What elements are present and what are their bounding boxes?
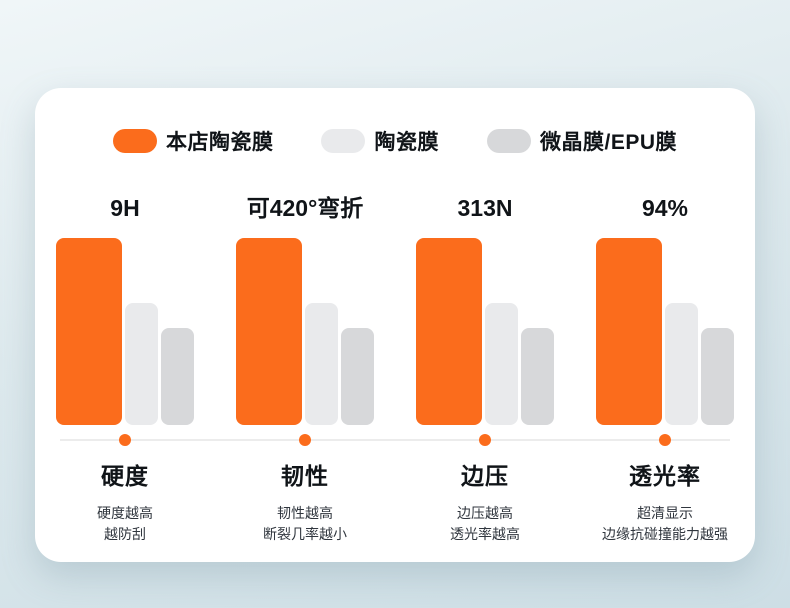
legend-item-microcrystal-epu-film: 微晶膜/EPU膜: [486, 126, 677, 156]
metric-group-hardness: 9H: [35, 194, 215, 425]
axis-dot-icon: [659, 434, 671, 446]
bar-store-ceramic-film: [236, 238, 302, 425]
caption-light-transmittance: 超清显示 边缘抗碰撞能力越强: [575, 503, 755, 545]
bar-ceramic-film: [125, 303, 158, 425]
axis-dot-icon: [479, 434, 491, 446]
axis-dot-cell: [395, 427, 575, 453]
caption-line: 超清显示: [637, 505, 693, 521]
category-label-edge-pressure: 边压: [461, 463, 509, 489]
axis-dots: [35, 427, 755, 453]
bar-ceramic-film: [485, 303, 518, 425]
bar-store-ceramic-film: [416, 238, 482, 425]
legend-swatch-orange-icon: [112, 129, 157, 153]
metric-group-edge-pressure: 313N: [395, 194, 575, 425]
legend-swatch-lightgray-icon: [321, 129, 366, 153]
legend-label-microcrystal-epu-film: 微晶膜/EPU膜: [539, 131, 677, 154]
category-labels: 硬度 韧性 边压 透光率: [35, 457, 755, 491]
bar-cluster-hardness: [56, 238, 194, 425]
axis-dot-cell: [215, 427, 395, 453]
caption-line: 越防刮: [104, 526, 146, 542]
category-label-toughness: 韧性: [281, 463, 329, 489]
caption-line: 硬度越高: [97, 505, 153, 521]
metric-value-hardness: 9H: [110, 195, 140, 221]
metric-value-toughness: 可420°弯折: [246, 195, 364, 221]
bar-microcrystal-epu-film: [161, 328, 194, 425]
legend-item-store-ceramic-film: 本店陶瓷膜: [112, 126, 274, 156]
bar-microcrystal-epu-film: [701, 328, 734, 425]
category-label-hardness: 硬度: [101, 463, 149, 489]
bar-store-ceramic-film: [56, 238, 122, 425]
bar-microcrystal-epu-film: [521, 328, 554, 425]
bar-cluster-edge-pressure: [416, 238, 554, 425]
caption-hardness: 硬度越高 越防刮: [35, 503, 215, 545]
caption-line: 边缘抗碰撞能力越强: [602, 526, 728, 542]
metric-value-edge-pressure: 313N: [457, 195, 513, 221]
bar-cluster-toughness: [236, 238, 374, 425]
legend-label-store-ceramic-film: 本店陶瓷膜: [165, 131, 274, 154]
caption-toughness: 韧性越高 断裂几率越小: [215, 503, 395, 545]
caption-line: 韧性越高: [277, 505, 333, 521]
metric-group-toughness: 可420°弯折: [215, 194, 395, 425]
caption-line: 透光率越高: [450, 526, 520, 542]
metric-group-light-transmittance: 94%: [575, 194, 755, 425]
axis-dot-cell: [35, 427, 215, 453]
bar-microcrystal-epu-film: [341, 328, 374, 425]
bar-cluster-light-transmittance: [596, 238, 734, 425]
bar-ceramic-film: [305, 303, 338, 425]
bar-store-ceramic-film: [596, 238, 662, 425]
axis-line: [60, 439, 730, 441]
caption-edge-pressure: 边压越高 透光率越高: [395, 503, 575, 545]
bar-chart: 9H 可420°弯折 313N 94%: [35, 194, 755, 425]
legend: 本店陶瓷膜 陶瓷膜 微晶膜/EPU膜: [35, 126, 755, 156]
caption-line: 边压越高: [457, 505, 513, 521]
axis-dot-cell: [575, 427, 755, 453]
axis-dot-icon: [299, 434, 311, 446]
comparison-card: 本店陶瓷膜 陶瓷膜 微晶膜/EPU膜 9H 可420°弯折: [35, 88, 755, 562]
axis-dot-icon: [119, 434, 131, 446]
category-label-light-transmittance: 透光率: [629, 463, 701, 489]
caption-row: 硬度越高 越防刮 韧性越高 断裂几率越小 边压越高 透光率越高 超清显示 边缘抗…: [35, 503, 755, 545]
metric-value-light-transmittance: 94%: [641, 195, 689, 221]
caption-line: 断裂几率越小: [263, 526, 347, 542]
legend-item-ceramic-film: 陶瓷膜: [321, 126, 439, 156]
bar-ceramic-film: [665, 303, 698, 425]
axis: [35, 427, 755, 453]
legend-swatch-gray-icon: [486, 129, 531, 153]
legend-label-ceramic-film: 陶瓷膜: [374, 131, 439, 154]
